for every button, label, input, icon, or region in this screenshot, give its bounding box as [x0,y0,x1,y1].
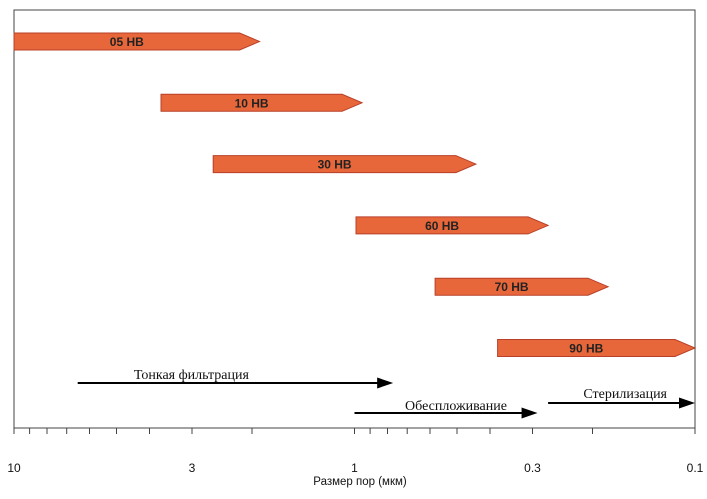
range-arrowhead [377,377,394,389]
x-tick-label: 10 [7,461,21,475]
bar-label: 70 НВ [495,280,529,294]
range-arrowhead [521,407,538,419]
bar-60-нв [355,216,550,235]
x-tick-label: 3 [189,461,196,475]
bar-label: 60 НВ [425,219,459,233]
bars-layer: 05 НВ 10 НВ 30 НВ 60 НВ 70 НВ 90 НВ [13,32,697,357]
bar-05-нв [13,32,261,51]
x-tick-label: 1 [351,461,358,475]
range-label: Стерилизация [583,387,667,402]
bar-label: 90 НВ [569,342,603,356]
bar-90-нв [497,339,697,357]
bar-10-нв [160,93,364,112]
bar-label: 05 НВ [110,35,144,49]
range-label: Тонкая фильтрация [134,368,250,383]
bar-70-нв [434,277,610,296]
x-axis-title: Размер пор (мкм) [313,476,407,488]
x-tick-label: 0.1 [687,461,704,475]
range-arrowhead [679,397,695,409]
ranges-layer: Тонкая фильтрация Обеспложивание Стерилиза… [77,368,695,419]
range-label: Обеспложивание [405,399,507,414]
x-axis: 10 3 1 0.3 0.1 [7,428,704,475]
plot-frame [13,9,696,429]
bar-label: 10 НВ [235,96,269,110]
bar-label: 30 НВ [318,158,352,172]
bar-30-нв [212,155,478,174]
x-tick-label: 0.3 [524,461,541,475]
